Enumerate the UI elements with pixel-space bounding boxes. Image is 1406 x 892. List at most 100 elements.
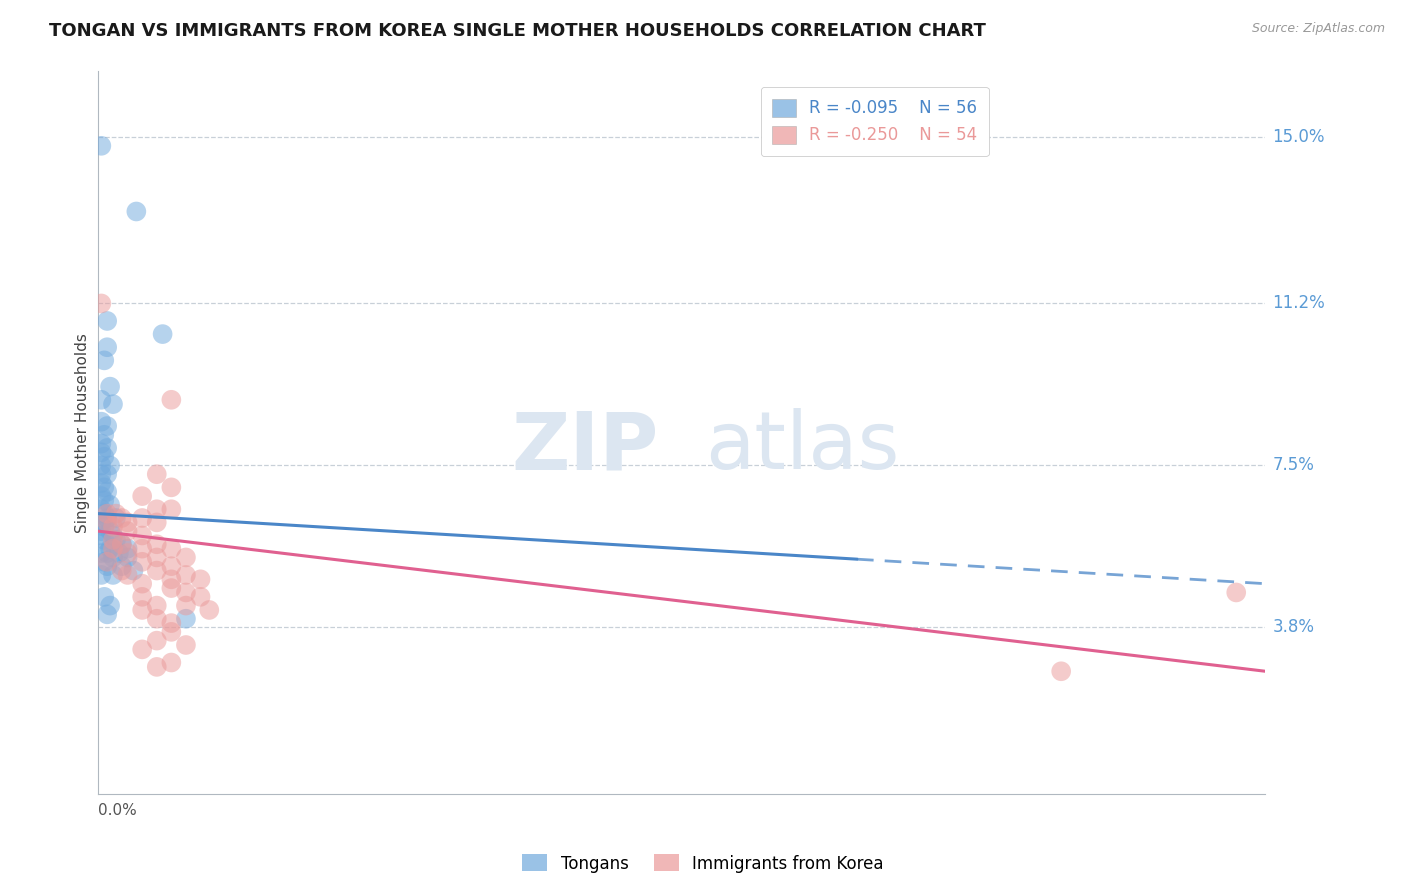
Point <box>131 603 153 617</box>
Point <box>146 599 169 613</box>
Point <box>101 568 124 582</box>
Point <box>93 533 115 547</box>
Point <box>131 528 153 542</box>
Point <box>90 524 112 538</box>
Point <box>117 541 139 556</box>
Point <box>90 445 112 459</box>
Point <box>98 498 121 512</box>
Point <box>125 204 148 219</box>
Point <box>104 507 127 521</box>
Point <box>146 537 169 551</box>
Y-axis label: Single Mother Households: Single Mother Households <box>75 333 90 533</box>
Point <box>174 638 197 652</box>
Point <box>1050 665 1073 679</box>
Point <box>90 489 112 503</box>
Text: Source: ZipAtlas.com: Source: ZipAtlas.com <box>1251 22 1385 36</box>
Point <box>160 581 183 595</box>
Point <box>101 528 124 542</box>
Point <box>90 516 112 530</box>
Legend: R = -0.095    N = 56, R = -0.250    N = 54: R = -0.095 N = 56, R = -0.250 N = 54 <box>761 87 988 156</box>
Text: TONGAN VS IMMIGRANTS FROM KOREA SINGLE MOTHER HOUSEHOLDS CORRELATION CHART: TONGAN VS IMMIGRANTS FROM KOREA SINGLE M… <box>49 22 986 40</box>
Point <box>90 296 112 310</box>
Point <box>96 607 118 622</box>
Point <box>190 590 212 604</box>
Point <box>146 564 169 578</box>
Point <box>152 327 174 342</box>
Point <box>93 450 115 464</box>
Text: ZIP: ZIP <box>512 408 658 486</box>
Point <box>131 642 153 657</box>
Point <box>96 340 118 354</box>
Point <box>90 138 112 153</box>
Point <box>93 480 115 494</box>
Point <box>131 555 153 569</box>
Point <box>122 564 145 578</box>
Point <box>160 656 183 670</box>
Point <box>174 585 197 599</box>
Point <box>146 612 169 626</box>
Point <box>160 480 183 494</box>
Point <box>96 467 118 482</box>
Point <box>117 516 139 530</box>
Point <box>98 458 121 473</box>
Point <box>131 511 153 525</box>
Point <box>90 528 112 542</box>
Point <box>146 516 169 530</box>
Point <box>174 599 197 613</box>
Point <box>93 493 115 508</box>
Point <box>198 603 221 617</box>
Point <box>96 441 118 455</box>
Point <box>160 502 183 516</box>
Point <box>96 516 118 530</box>
Point <box>90 436 112 450</box>
Text: atlas: atlas <box>706 408 900 486</box>
Point <box>117 546 139 560</box>
Text: 7.5%: 7.5% <box>1272 457 1315 475</box>
Point <box>93 520 115 534</box>
Point <box>90 502 112 516</box>
Point <box>174 612 197 626</box>
Point <box>90 458 112 473</box>
Point <box>96 314 118 328</box>
Point <box>90 392 112 407</box>
Point <box>96 507 118 521</box>
Point <box>93 555 115 569</box>
Point <box>174 568 197 582</box>
Text: 11.2%: 11.2% <box>1272 294 1326 312</box>
Point <box>111 559 134 574</box>
Point <box>101 550 124 565</box>
Point <box>101 541 124 556</box>
Point <box>111 537 134 551</box>
Point <box>160 392 183 407</box>
Point <box>131 576 153 591</box>
Point <box>117 524 139 538</box>
Point <box>93 353 115 368</box>
Point <box>160 541 183 556</box>
Point <box>90 546 112 560</box>
Legend: Tongans, Immigrants from Korea: Tongans, Immigrants from Korea <box>516 847 890 880</box>
Point <box>93 427 115 442</box>
Point <box>160 572 183 586</box>
Point <box>146 660 169 674</box>
Point <box>117 568 139 582</box>
Point <box>96 511 118 525</box>
Point <box>111 564 134 578</box>
Point <box>174 550 197 565</box>
Point <box>146 633 169 648</box>
Point <box>160 559 183 574</box>
Point <box>111 511 134 525</box>
Point <box>117 550 139 565</box>
Point <box>98 599 121 613</box>
Point <box>131 489 153 503</box>
Point <box>111 537 134 551</box>
Point <box>104 533 127 547</box>
Text: 15.0%: 15.0% <box>1272 128 1324 146</box>
Point <box>101 533 124 547</box>
Point <box>190 572 212 586</box>
Point <box>96 484 118 499</box>
Point <box>98 541 121 556</box>
Point <box>131 541 153 556</box>
Point <box>90 475 112 490</box>
Point <box>101 397 124 411</box>
Point <box>96 546 118 560</box>
